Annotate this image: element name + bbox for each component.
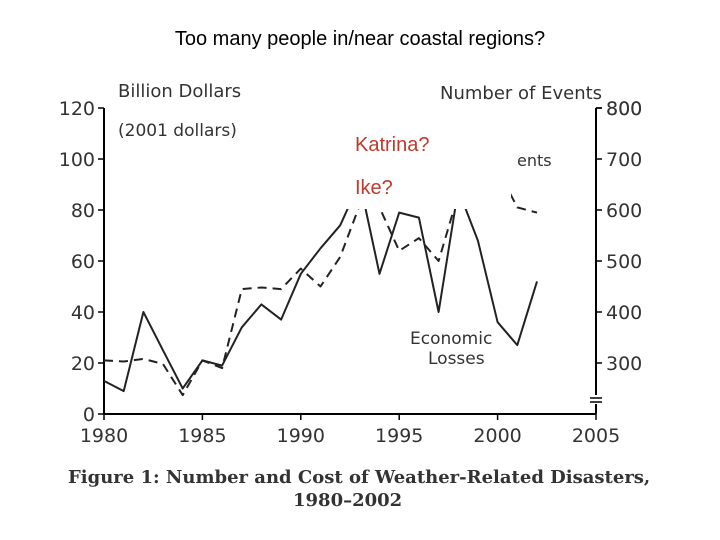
y2-tick-label: 600 <box>606 200 642 222</box>
y2-tick-label: 400 <box>606 302 642 324</box>
annotation-box <box>346 120 511 209</box>
chart-root: 0204060801001203004005006007008008001980… <box>59 81 650 511</box>
y-tick-label: 40 <box>71 302 95 324</box>
series-label-losses: Losses <box>428 349 485 369</box>
x-tick-label: 1990 <box>277 425 325 447</box>
x-tick-label: 1980 <box>80 425 128 447</box>
series-label-economic: Economic <box>410 329 492 349</box>
annotation-ike: Ike? <box>355 177 393 199</box>
x-tick-label: 2000 <box>473 425 521 447</box>
events-label-fragment: ents <box>517 151 552 170</box>
x-tick-label: 2005 <box>572 425 620 447</box>
y-tick-label: 120 <box>59 98 95 120</box>
y-axis-note: (2001 dollars) <box>118 121 237 141</box>
figure-caption-years: 1980–2002 <box>293 490 402 511</box>
y-tick-label: 60 <box>71 251 95 273</box>
y-tick-label: 100 <box>59 149 95 171</box>
y2-tick-label: 300 <box>606 353 642 375</box>
y-tick-label: 0 <box>83 404 95 426</box>
figure-caption: Figure 1: Number and Cost of Weather-Rel… <box>68 467 650 488</box>
y2-tick-label: 500 <box>606 251 642 273</box>
y-axis-title: Billion Dollars <box>118 81 241 102</box>
y2-axis-title: Number of Events <box>440 83 602 104</box>
slide-title: Too many people in/near coastal regions? <box>174 28 546 50</box>
annotation-katrina: Katrina? <box>355 134 430 156</box>
y2-tick-label: 800 <box>606 98 642 120</box>
x-tick-label: 1985 <box>178 425 226 447</box>
y-tick-label: 80 <box>71 200 95 222</box>
y2-tick-label: 800 <box>606 98 642 120</box>
y-tick-label: 20 <box>71 353 95 375</box>
x-tick-label: 1995 <box>375 425 423 447</box>
y2-tick-label: 700 <box>606 149 642 171</box>
